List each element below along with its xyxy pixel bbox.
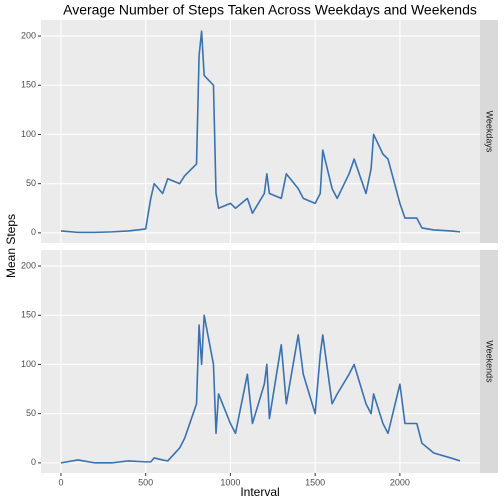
facet-strip-label: Weekends (485, 340, 495, 383)
x-tick-label: 1000 (220, 477, 240, 487)
y-tick-label: 0 (31, 227, 36, 237)
y-tick-label: 200 (21, 30, 36, 40)
y-tick-label: 50 (26, 178, 36, 188)
data-line (60, 30, 461, 234)
y-tick-label: 50 (26, 408, 36, 418)
y-axis-label: Mean Steps (4, 214, 18, 278)
panel-background (41, 250, 480, 473)
x-tick-label: 500 (138, 477, 153, 487)
y-tick-label: 150 (21, 310, 36, 320)
facet-strip-label: Weekdays (485, 111, 495, 153)
chart-title: Average Number of Steps Taken Across Wee… (63, 2, 477, 18)
x-axis-label: Interval (240, 485, 279, 499)
facet-strip (480, 250, 498, 473)
y-tick-label: 100 (21, 359, 36, 369)
data-line (60, 314, 461, 464)
facet-strip (480, 20, 498, 243)
x-tick-label: 2000 (390, 477, 410, 487)
y-tick-label: 100 (21, 129, 36, 139)
y-tick-label: 0 (31, 457, 36, 467)
panel-background (41, 20, 480, 243)
x-tick-label: 0 (58, 477, 63, 487)
y-tick-label: 200 (21, 260, 36, 270)
y-tick-label: 150 (21, 80, 36, 90)
x-tick-label: 1500 (305, 477, 325, 487)
